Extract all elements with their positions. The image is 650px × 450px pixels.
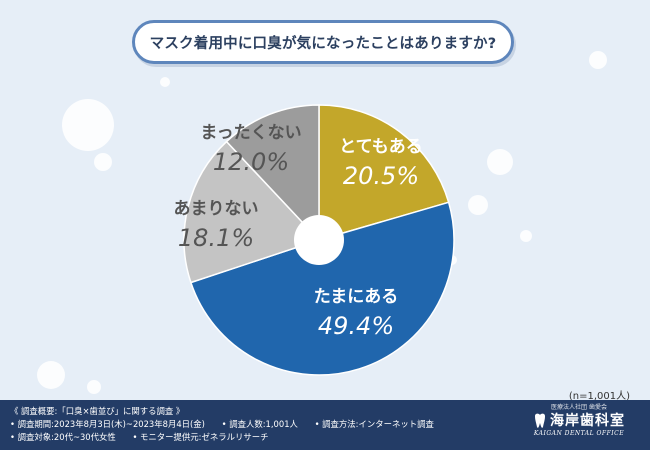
slice-value-0: 20.5%: [343, 162, 419, 190]
slice-label-0: とてもある: [339, 137, 423, 157]
slice-label-2: あまりない: [174, 199, 259, 219]
bubble-7: [37, 361, 65, 389]
bubble-9: [589, 51, 607, 69]
survey-provider: • モニター提供元:ゼネラルリサーチ: [132, 432, 269, 442]
slice-label-1: たまにある: [314, 287, 399, 307]
survey-period: • 調査期間:2023年8月3日(木)~2023年8月4日(金): [10, 419, 205, 429]
clinic-english-name: KAIGAN DENTAL OFFICE: [533, 430, 625, 437]
chart-title: マスク着用中に口臭が気になったことはありますか?: [132, 20, 514, 64]
bubble-1: [94, 153, 112, 171]
bubble-0: [62, 99, 114, 151]
slice-value-3: 12.0%: [213, 148, 289, 176]
bubble-3: [487, 149, 513, 175]
bubble-5: [520, 230, 532, 242]
slice-2: [183, 140, 321, 284]
slice-0: [318, 104, 450, 241]
slice-value-1: 49.4%: [318, 312, 394, 340]
slice-3: [225, 104, 320, 242]
survey-summary-heading: 《 調査概要:「口臭×歯並び」に関する調査 》: [10, 406, 185, 416]
slice-1: [189, 201, 455, 376]
survey-target: • 調査対象:20代~30代女性: [10, 432, 116, 442]
bubble-2: [160, 77, 170, 87]
clinic-logo: 医療法人社団 歯愛会 海岸歯科室 KAIGAN DENTAL OFFICE: [524, 404, 634, 446]
survey-count: • 調査人数:1,001人: [221, 419, 298, 429]
clinic-sub-name: 医療法人社団 歯愛会: [551, 404, 607, 411]
slice-value-2: 18.1%: [178, 224, 254, 252]
clinic-name: 海岸歯科室: [550, 413, 625, 429]
donut-hole: [294, 215, 344, 265]
survey-info-row: • 調査対象:20代~30代女性 • モニター提供元:ゼネラルリサーチ: [10, 431, 640, 444]
pie-chart: [183, 104, 455, 376]
bubble-8: [87, 380, 101, 394]
slice-label-3: まったくない: [200, 123, 301, 143]
sample-size-note: (n=1,001人): [568, 391, 630, 402]
survey-method: • 調査方法:インターネット調査: [314, 419, 434, 429]
survey-info-row: • 調査期間:2023年8月3日(木)~2023年8月4日(金) • 調査人数:…: [10, 418, 640, 431]
bubble-4: [468, 195, 488, 215]
survey-chart: とてもある 20.5% たまにある 49.4% あまりない 18.1% まったくない 12.0…: [37, 51, 607, 394]
pie-labels: とてもある 20.5% たまにある 49.4% あまりない 18.1% まったくない 12.0…: [174, 123, 423, 340]
tooth-icon: [535, 413, 545, 428]
